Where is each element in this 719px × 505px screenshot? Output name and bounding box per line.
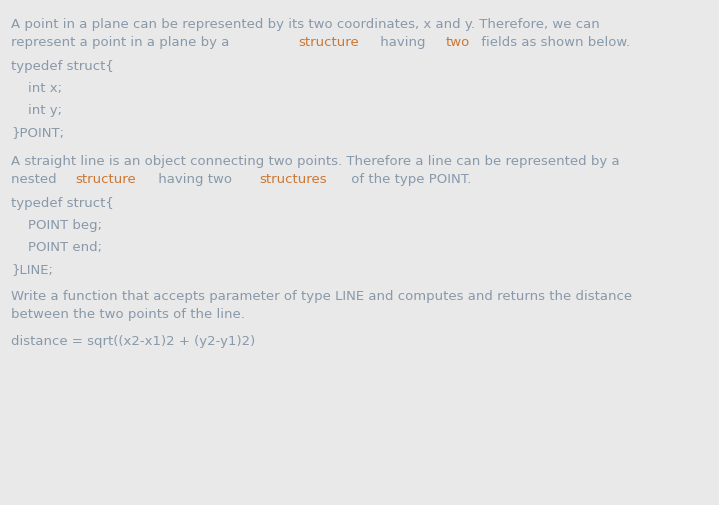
Text: POINT beg;: POINT beg; xyxy=(11,219,102,232)
Text: int x;: int x; xyxy=(11,82,62,95)
Text: having two: having two xyxy=(154,173,236,186)
Text: A straight line is an object connecting two points. Therefore a line can be repr: A straight line is an object connecting … xyxy=(11,155,619,168)
Text: structure: structure xyxy=(298,36,359,49)
Text: represent a point in a plane by a: represent a point in a plane by a xyxy=(11,36,234,49)
Text: fields as shown below.: fields as shown below. xyxy=(477,36,630,49)
Text: }POINT;: }POINT; xyxy=(11,126,64,139)
Text: structure: structure xyxy=(75,173,136,186)
Text: int y;: int y; xyxy=(11,104,62,117)
Text: two: two xyxy=(446,36,470,49)
Text: between the two points of the line.: between the two points of the line. xyxy=(11,308,244,321)
Text: distance = sqrt((x2-x1)2 + (y2-y1)2): distance = sqrt((x2-x1)2 + (y2-y1)2) xyxy=(11,335,255,348)
Text: }LINE;: }LINE; xyxy=(11,263,52,276)
Text: typedef struct{: typedef struct{ xyxy=(11,197,114,210)
Text: of the type POINT.: of the type POINT. xyxy=(347,173,471,186)
Text: nested: nested xyxy=(11,173,60,186)
Text: Write a function that accepts parameter of type LINE and computes and returns th: Write a function that accepts parameter … xyxy=(11,290,632,303)
Text: A point in a plane can be represented by its two coordinates, x and y. Therefore: A point in a plane can be represented by… xyxy=(11,18,600,31)
Text: typedef struct{: typedef struct{ xyxy=(11,60,114,73)
Text: having: having xyxy=(377,36,430,49)
Text: POINT end;: POINT end; xyxy=(11,241,102,254)
Text: structures: structures xyxy=(260,173,327,186)
